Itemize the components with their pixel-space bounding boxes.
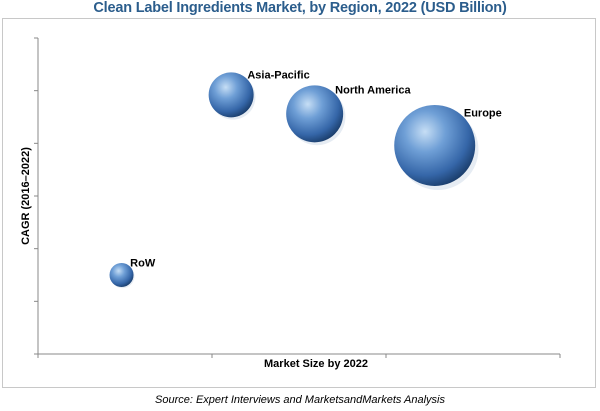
bubble-europe xyxy=(394,104,476,186)
chart-frame xyxy=(2,18,596,388)
y-axis-label: CAGR (2016–2022) xyxy=(20,147,32,245)
source-note: Source: Expert Interviews and Marketsand… xyxy=(155,394,445,406)
x-axis-label: Market Size by 2022 xyxy=(264,358,368,370)
bubble-label-row: RoW xyxy=(130,257,156,269)
axes xyxy=(34,37,561,358)
bubble-row xyxy=(109,263,134,287)
bubble-asia-pacific xyxy=(208,72,254,118)
bubble-label-europe: Europe xyxy=(464,107,502,119)
bubble-label-north-america: North America xyxy=(335,84,411,96)
chart-title: Clean Label Ingredients Market, by Regio… xyxy=(93,0,507,16)
bubble-label-asia-pacific: Asia-Pacific xyxy=(247,70,309,82)
bubble-labels: Asia-Pacific North America Europe RoW xyxy=(130,70,502,270)
bubbles xyxy=(109,72,479,289)
bubble-north-america xyxy=(286,85,344,143)
